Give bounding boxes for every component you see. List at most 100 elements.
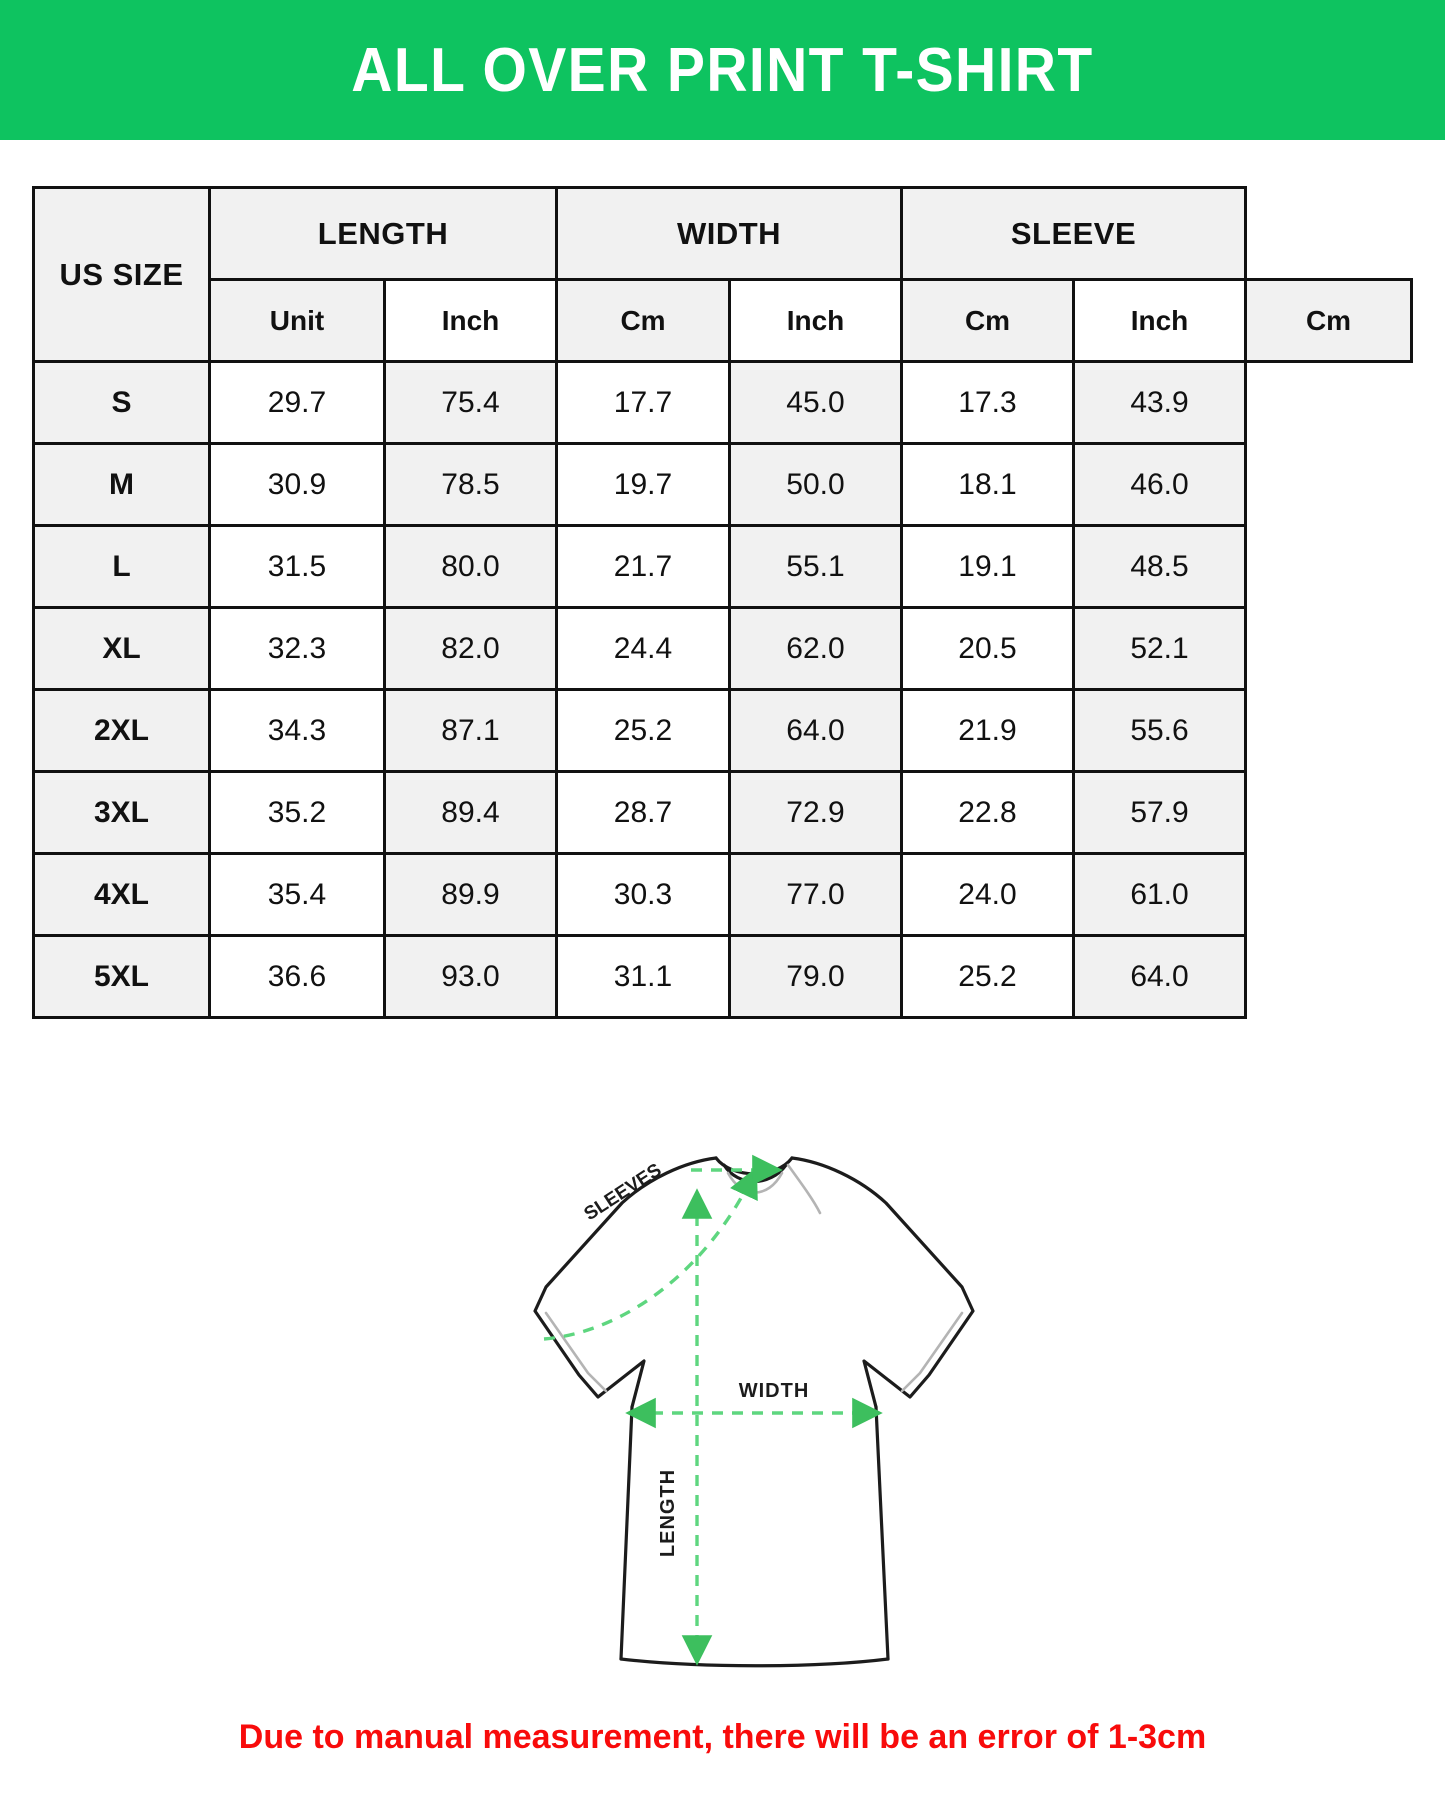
cell-width-cm: 55.1 (728, 524, 903, 609)
header-banner: ALL OVER PRINT T-SHIRT (0, 0, 1445, 140)
cell-sleeve-inch: 17.3 (900, 360, 1075, 445)
cell-sleeve-cm: 57.9 (1071, 770, 1248, 855)
cell-value: 24.4 (613, 631, 673, 665)
cell-sleeve-cm: 55.6 (1071, 688, 1248, 773)
cell-size-value: S (111, 385, 132, 419)
header-us-size-label: US SIZE (59, 256, 184, 292)
cell-size: 4XL (32, 852, 211, 937)
size-table: US SIZE LENGTH WIDTH SLEEVE Unit Inch Cm… (32, 186, 1413, 1019)
table-head: US SIZE LENGTH WIDTH SLEEVE Unit Inch Cm… (32, 186, 1413, 363)
cell-length-inch: 29.7 (208, 360, 386, 445)
cell-length-cm: 82.0 (383, 606, 558, 691)
table-row: 3XL 35.2 89.4 28.7 72.9 22.8 57.9 (32, 770, 1412, 855)
cell-value: 43.9 (1130, 385, 1189, 419)
cell-sleeve-cm: 52.1 (1071, 606, 1248, 691)
header-width-cm-label: Cm (964, 304, 1011, 336)
cell-value: 25.2 (613, 713, 673, 747)
cell-size: XL (32, 606, 211, 691)
cell-value: 22.8 (958, 795, 1017, 829)
table-unit-header-row: Unit Inch Cm Inch Cm Inch Cm (34, 278, 1413, 363)
cell-sleeve-cm: 61.0 (1071, 852, 1248, 937)
cell-value: 20.5 (958, 631, 1017, 665)
cell-value: 50.0 (786, 467, 845, 501)
table-row: XL 32.3 82.0 24.4 62.0 20.5 52.1 (32, 606, 1412, 691)
cell-length-inch: 30.9 (208, 442, 386, 527)
cell-width-inch: 31.1 (555, 934, 731, 1019)
cell-value: 45.0 (786, 385, 845, 419)
cell-sleeve-cm: 48.5 (1071, 524, 1248, 609)
cell-value: 17.7 (613, 385, 673, 419)
cell-value: 77.0 (786, 877, 845, 911)
cell-value: 35.2 (267, 795, 327, 829)
cell-length-inch: 35.2 (208, 770, 386, 855)
cell-size: 2XL (32, 688, 211, 773)
cell-value: 78.5 (441, 467, 500, 501)
cell-size-value: 2XL (93, 713, 150, 747)
cell-width-inch: 30.3 (555, 852, 731, 937)
cell-value: 75.4 (441, 385, 500, 419)
cell-value: 72.9 (786, 795, 845, 829)
cell-sleeve-inch: 22.8 (900, 770, 1075, 855)
cell-length-cm: 87.1 (383, 688, 558, 773)
cell-length-inch: 32.3 (208, 606, 386, 691)
table-row: 4XL 35.4 89.9 30.3 77.0 24.0 61.0 (32, 852, 1412, 937)
cell-sleeve-inch: 18.1 (900, 442, 1075, 527)
cell-width-cm: 77.0 (728, 852, 903, 937)
header-us-size: US SIZE (32, 186, 211, 363)
cell-value: 48.5 (1130, 549, 1189, 583)
header-sleeve-inch: Inch (1071, 278, 1248, 363)
cell-width-inch: 17.7 (555, 360, 731, 445)
cell-value: 46.0 (1130, 467, 1189, 501)
cell-length-inch: 36.6 (208, 934, 386, 1019)
cell-size: 5XL (32, 934, 211, 1019)
width-label: WIDTH (739, 1380, 810, 1402)
header-length-cm-label: Cm (620, 304, 666, 336)
cell-value: 62.0 (786, 631, 845, 665)
cell-value: 93.0 (441, 959, 500, 993)
tshirt-measurement-diagram: SLEEVES WIDTH LENGTH (436, 1135, 1026, 1695)
cell-value: 25.2 (958, 959, 1017, 993)
cell-value: 19.7 (613, 467, 673, 501)
header-sleeve: SLEEVE (899, 186, 1248, 281)
cell-value: 80.0 (441, 549, 500, 583)
cell-value: 64.0 (786, 713, 845, 747)
cell-length-inch: 31.5 (208, 524, 386, 609)
size-table-container: US SIZE LENGTH WIDTH SLEEVE Unit Inch Cm… (32, 186, 1413, 1019)
cell-sleeve-inch: 20.5 (900, 606, 1075, 691)
cell-length-cm: 78.5 (383, 442, 558, 527)
cell-size: M (32, 442, 211, 527)
cell-value: 36.6 (267, 959, 327, 993)
header-width-cm: Cm (900, 278, 1075, 363)
header-length-inch-label: Inch (441, 304, 500, 336)
cell-value: 34.3 (267, 713, 327, 747)
header-sleeve-label: SLEEVE (1010, 215, 1137, 251)
cell-width-cm: 79.0 (728, 934, 903, 1019)
cell-value: 35.4 (267, 877, 327, 911)
header-length-cm: Cm (555, 278, 731, 363)
header-width-inch: Inch (728, 278, 903, 363)
cell-length-cm: 89.9 (383, 852, 558, 937)
table-group-header-row: US SIZE LENGTH WIDTH SLEEVE (32, 186, 1412, 363)
cell-width-cm: 64.0 (728, 688, 903, 773)
cell-width-inch: 19.7 (555, 442, 731, 527)
cell-size-value: 4XL (93, 877, 150, 911)
sleeves-label: SLEEVES (581, 1160, 666, 1225)
cell-size: S (32, 360, 211, 445)
cell-value: 24.0 (958, 877, 1017, 911)
cell-value: 28.7 (613, 795, 673, 829)
cell-value: 79.0 (786, 959, 845, 993)
cell-length-cm: 89.4 (383, 770, 558, 855)
cell-value: 64.0 (1130, 959, 1189, 993)
table-row: 2XL 34.3 87.1 25.2 64.0 21.9 55.6 (32, 688, 1412, 773)
cell-size: 3XL (32, 770, 211, 855)
cell-value: 30.3 (613, 877, 673, 911)
cell-value: 19.1 (958, 549, 1017, 583)
cell-value: 89.9 (441, 877, 500, 911)
header-unit-label: Unit (269, 304, 325, 336)
cell-width-inch: 25.2 (555, 688, 731, 773)
cell-value: 31.1 (613, 959, 673, 993)
cell-value: 18.1 (958, 467, 1017, 501)
cell-length-inch: 34.3 (208, 688, 386, 773)
cell-value: 17.3 (958, 385, 1017, 419)
cell-value: 82.0 (441, 631, 500, 665)
